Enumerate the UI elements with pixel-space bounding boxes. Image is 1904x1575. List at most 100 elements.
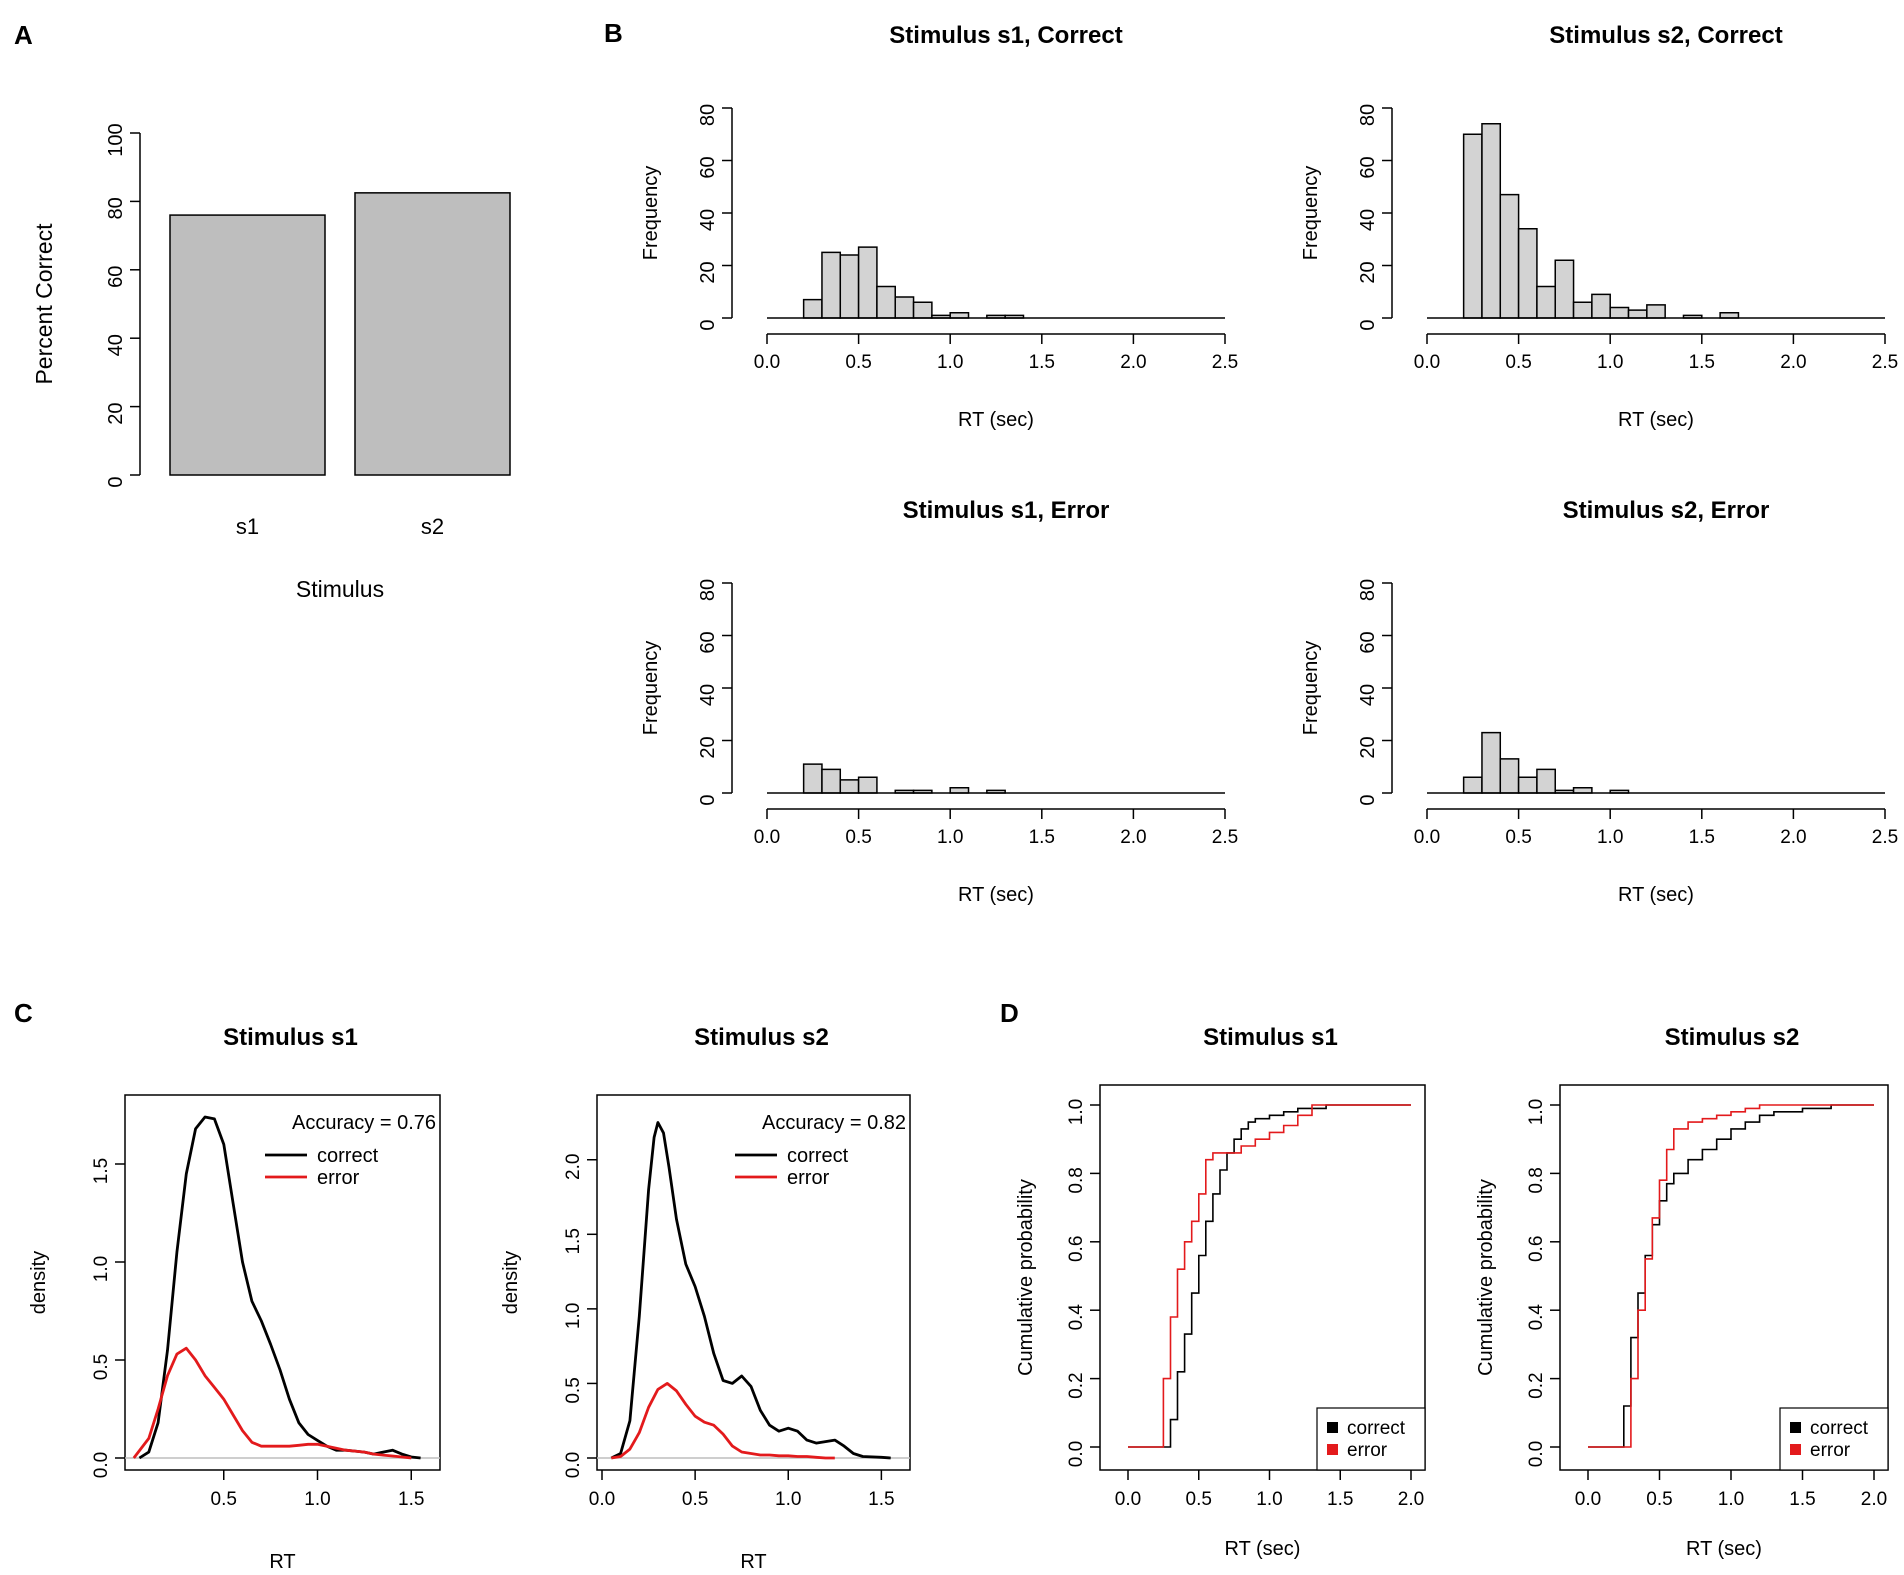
b2-hist-bar xyxy=(1591,293,1611,319)
d2-xtick-label: 1.5 xyxy=(1789,1489,1815,1510)
b1-title: Stimulus s1, Correct xyxy=(889,22,1122,49)
b4-ytick-label: 20 xyxy=(1357,736,1379,758)
b2-ytick-label: 40 xyxy=(1357,209,1379,231)
a-ytick-label: 60 xyxy=(105,266,127,288)
c2-x-label: RT xyxy=(740,1551,766,1573)
d1-ecdf-correct xyxy=(1128,1104,1411,1448)
b2-xtick-label: 2.0 xyxy=(1780,352,1806,373)
c2-xtick-label: 1.0 xyxy=(775,1489,801,1510)
c2-ytick-label: 1.5 xyxy=(563,1228,584,1254)
c1-xtick-label: 1.5 xyxy=(398,1489,424,1510)
b1-hist-bar xyxy=(839,254,860,319)
c1-ytick-label: 1.5 xyxy=(91,1158,112,1184)
b3-xtick-label: 1.5 xyxy=(1029,827,1055,848)
b4-xtick-label: 2.0 xyxy=(1780,827,1806,848)
b4-x-label: RT (sec) xyxy=(1618,884,1694,906)
c1-plot-box xyxy=(124,1094,441,1471)
b4-xtick-label: 0.0 xyxy=(1414,827,1440,848)
d2-ytick-label: 0.2 xyxy=(1526,1372,1547,1398)
b2-ytick-label: 20 xyxy=(1357,261,1379,283)
c1-legend-label: error xyxy=(317,1167,360,1189)
b4-hist-bar xyxy=(1536,768,1556,794)
d2-ytick-label: 0.8 xyxy=(1526,1167,1547,1193)
d1-ytick-label: 1.0 xyxy=(1066,1099,1087,1125)
panel-letter-a: A xyxy=(14,20,33,50)
b2-hist-bar xyxy=(1719,312,1740,319)
d2-xtick-label: 0.5 xyxy=(1646,1489,1672,1510)
b2-hist-bar xyxy=(1517,228,1538,319)
b3-ytick-label: 60 xyxy=(697,631,719,653)
b3-xtick-label: 2.5 xyxy=(1212,827,1238,848)
d2-legend-label: error xyxy=(1810,1440,1851,1461)
d2-legend-label: correct xyxy=(1810,1418,1869,1439)
d1-ytick-label: 0.6 xyxy=(1066,1236,1087,1262)
d2-legend-box xyxy=(1779,1407,1889,1471)
d1-xtick-label: 1.0 xyxy=(1256,1489,1282,1510)
b1-xtick-label: 2.5 xyxy=(1212,352,1238,373)
b3-hist-bar xyxy=(839,779,860,794)
d2-xtick-label: 2.0 xyxy=(1861,1489,1887,1510)
c2-ytick-label: 0.5 xyxy=(563,1377,584,1403)
c1-x-label: RT xyxy=(269,1551,295,1573)
b1-hist-bar xyxy=(912,301,933,319)
d1-plot-box xyxy=(1099,1084,1426,1471)
b1-ytick-label: 20 xyxy=(697,261,719,283)
b1-hist-bar xyxy=(857,246,878,319)
a-x-label: Stimulus xyxy=(296,576,384,602)
d2-xtick-label: 1.0 xyxy=(1718,1489,1744,1510)
b1-hist-bar xyxy=(894,296,915,319)
b1-hist-bar xyxy=(821,251,842,319)
b2-ytick-label: 0 xyxy=(1357,319,1379,330)
d2-ytick-label: 0.6 xyxy=(1526,1236,1547,1262)
d2-legend-swatch-error xyxy=(1790,1444,1801,1455)
c2-ytick-label: 0.0 xyxy=(563,1452,584,1478)
b2-hist-bar xyxy=(1481,123,1502,319)
b4-xtick-label: 1.0 xyxy=(1597,827,1623,848)
b3-ytick-label: 0 xyxy=(697,794,719,805)
c2-legend-label: correct xyxy=(787,1145,849,1167)
c2-ytick-label: 1.0 xyxy=(563,1303,584,1329)
d2-ecdf-error xyxy=(1588,1104,1874,1448)
c1-xtick-label: 0.5 xyxy=(211,1489,237,1510)
panel-letter-b: B xyxy=(604,18,623,48)
d1-legend-swatch-error xyxy=(1327,1444,1338,1455)
b1-ytick-label: 80 xyxy=(697,104,719,126)
d1-legend-box xyxy=(1316,1407,1426,1471)
c2-series-error xyxy=(611,1382,835,1460)
b1-x-label: RT (sec) xyxy=(958,409,1034,431)
c2-legend-label: error xyxy=(787,1167,830,1189)
c2-xtick-label: 1.5 xyxy=(868,1489,894,1510)
b4-hist-bar xyxy=(1499,758,1520,794)
c2-xtick-label: 0.5 xyxy=(682,1489,708,1510)
b3-y-label: Frequency xyxy=(640,641,662,736)
b1-ytick-label: 40 xyxy=(697,209,719,231)
a-y-label: Percent Correct xyxy=(31,223,57,385)
b2-xtick-label: 2.5 xyxy=(1872,352,1898,373)
d1-ytick-label: 0.8 xyxy=(1066,1167,1087,1193)
b2-hist-bar xyxy=(1536,285,1556,319)
d1-ytick-label: 0.4 xyxy=(1066,1304,1087,1331)
d2-ytick-label: 0.0 xyxy=(1526,1441,1547,1467)
b4-xtick-label: 0.5 xyxy=(1505,827,1531,848)
b2-hist-bar xyxy=(1627,309,1648,319)
b3-ytick-label: 80 xyxy=(697,579,719,601)
c1-ytick-label: 1.0 xyxy=(91,1256,112,1282)
c1-series-correct xyxy=(138,1115,421,1460)
b2-xtick-label: 1.5 xyxy=(1689,352,1715,373)
c1-ytick-label: 0.0 xyxy=(91,1452,112,1478)
b1-xtick-label: 0.5 xyxy=(845,352,871,373)
a-category-label: s2 xyxy=(421,514,444,539)
c1-y-label: density xyxy=(28,1251,50,1314)
b2-hist-bar xyxy=(1646,304,1666,319)
panel-letter-d: D xyxy=(1000,998,1019,1028)
b2-x-label: RT (sec) xyxy=(1618,409,1694,431)
b4-ytick-label: 60 xyxy=(1357,631,1379,653)
b2-title: Stimulus s2, Correct xyxy=(1549,22,1782,49)
b1-xtick-label: 2.0 xyxy=(1120,352,1146,373)
b4-xtick-label: 1.5 xyxy=(1689,827,1715,848)
a-ytick-label: 40 xyxy=(105,334,127,356)
b3-ytick-label: 20 xyxy=(697,736,719,758)
d1-xtick-label: 0.0 xyxy=(1115,1489,1141,1510)
panel-letter-c: C xyxy=(14,998,33,1028)
d2-xtick-label: 0.0 xyxy=(1575,1489,1601,1510)
